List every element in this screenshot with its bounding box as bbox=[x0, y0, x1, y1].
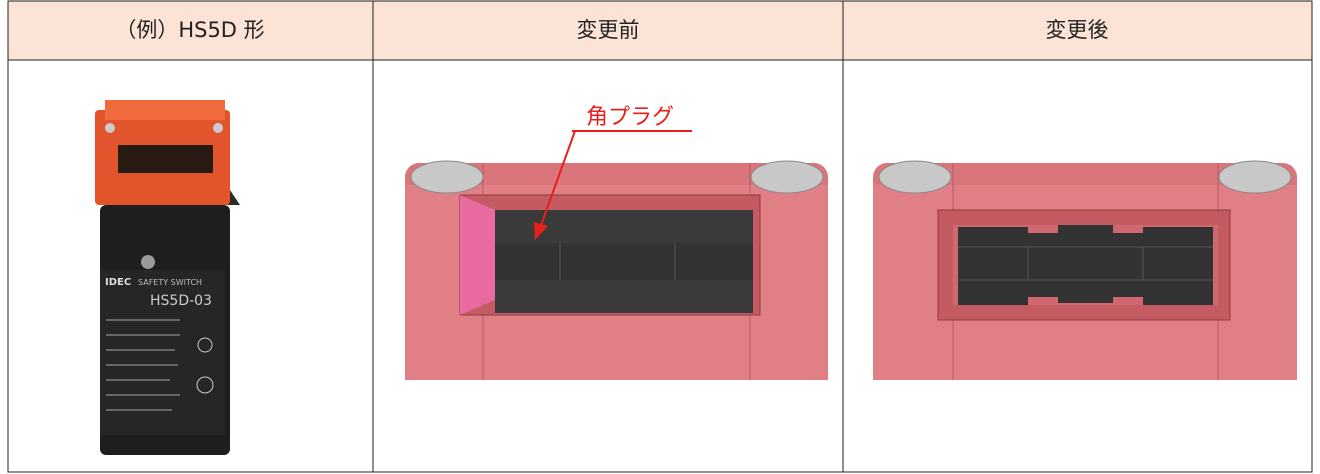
housing-before bbox=[405, 160, 828, 380]
product-image: IDEC SAFETY SWITCH HS5D-03 bbox=[95, 100, 240, 455]
header-row bbox=[7, 0, 1313, 61]
product-brand: IDEC bbox=[105, 277, 131, 288]
header-cell: （例）HS5D 形 bbox=[115, 18, 264, 42]
housing-after bbox=[873, 160, 1297, 380]
header-cell: 変更前 bbox=[577, 18, 640, 42]
header-cell: 変更後 bbox=[1046, 18, 1109, 42]
product-kind: SAFETY SWITCH bbox=[138, 278, 202, 287]
annotation-arrow bbox=[539, 130, 576, 229]
annotation-arrowhead bbox=[534, 222, 548, 240]
product-model: HS5D-03 bbox=[150, 293, 212, 309]
annotation-label: 角プラグ bbox=[586, 105, 674, 130]
